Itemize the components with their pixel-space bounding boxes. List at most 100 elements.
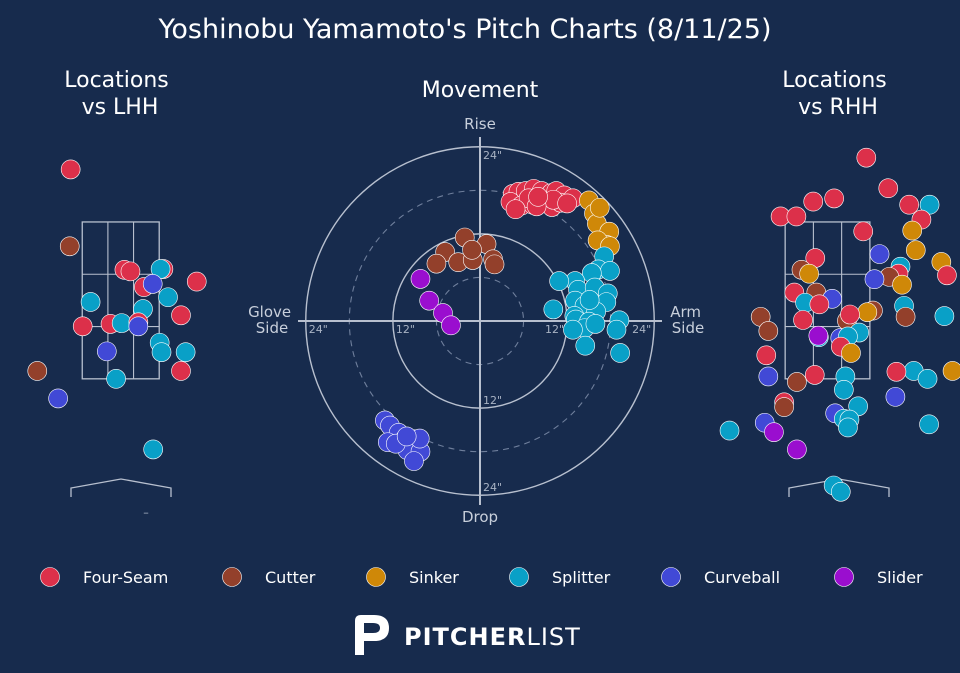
rhh-point-cutter (758, 321, 779, 341)
brand-bold: PITCHER (404, 623, 526, 651)
movement-point-splitter (549, 271, 569, 291)
lhh-point-splitter (175, 342, 196, 362)
movement-point-curveball (396, 426, 417, 447)
movement-tick-h: 24" (632, 323, 651, 336)
legend-marker-sinker (366, 567, 386, 587)
rhh-point-cutter (774, 397, 794, 417)
lhh-point-cutter (27, 361, 48, 381)
legend-label-sinker: Sinker (409, 568, 459, 587)
movement-tick-v: 24" (483, 149, 502, 162)
movement-point-splitter (606, 319, 627, 340)
rhh-title: Locations vs RHH (782, 68, 894, 120)
movement-right-line1: Arm (670, 303, 701, 321)
movement-panel: Movement Rise Drop Glove Side Arm Side 2… (248, 78, 704, 526)
lhh-point-curveball (97, 341, 117, 362)
movement-point-cutter (426, 253, 447, 274)
lhh-point-splitter (143, 439, 163, 460)
rhh-point-slider (787, 439, 807, 460)
lhh-plate-outline (70, 478, 172, 497)
rhh-point-slider (808, 325, 829, 346)
movement-point-four-seam (557, 193, 577, 214)
rhh-point-four-seam (853, 221, 874, 242)
lhh-title: Locations vs LHH (64, 68, 176, 120)
lhh-points (27, 159, 207, 460)
movement-points (375, 179, 630, 471)
rhh-point-splitter (934, 306, 955, 326)
lhh-point-four-seam (186, 271, 207, 292)
legend-item-curveball: Curveball (661, 567, 780, 587)
pitcherlist-p-icon (355, 615, 389, 655)
rhh-point-splitter (830, 481, 851, 502)
movement-point-slider (410, 269, 431, 289)
pitcherlist-logo: PITCHERLIST (355, 615, 581, 655)
rhh-point-splitter (917, 369, 938, 389)
rhh-point-sinker (902, 220, 923, 241)
lhh-point-four-seam (120, 261, 141, 282)
pitcherlist-wordmark: PITCHERLIST (404, 623, 581, 651)
movement-point-splitter (579, 290, 600, 310)
rhh-title-line2: vs RHH (798, 95, 878, 120)
movement-point-curveball (404, 451, 424, 471)
lhh-title-line1: Locations (64, 68, 169, 93)
movement-point-slider (419, 290, 439, 311)
rhh-point-sinker (942, 361, 960, 381)
rhh-point-splitter (919, 414, 939, 435)
movement-tick-v: 24" (483, 481, 502, 494)
movement-left-line1: Glove (248, 303, 291, 321)
rhh-point-splitter (834, 380, 854, 400)
legend-item-cutter: Cutter (222, 567, 316, 587)
rhh-point-four-seam (899, 194, 919, 215)
figure-title: Yoshinobu Yamamoto's Pitch Charts (8/11/… (157, 14, 771, 45)
movement-point-cutter (484, 254, 505, 275)
legend-label-splitter: Splitter (552, 568, 611, 587)
legend-label-slider: Slider (877, 568, 923, 587)
rhh-point-curveball (869, 244, 890, 264)
movement-point-splitter (610, 343, 630, 363)
movement-grid (298, 137, 662, 505)
rhh-point-slider (764, 422, 784, 442)
rhh-point-cutter (895, 307, 916, 327)
movement-tick-v: 12" (483, 394, 502, 407)
lhh-point-four-seam (60, 159, 81, 180)
lhh-point-curveball (128, 316, 149, 337)
movement-right-line2: Side (672, 319, 704, 337)
lhh-plate-marker: – (143, 506, 149, 519)
movement-point-splitter (543, 299, 564, 320)
movement-left-label: Glove Side (248, 303, 296, 337)
lhh-point-splitter (111, 313, 132, 333)
rhh-point-sinker (906, 240, 926, 260)
legend-marker-slider (834, 567, 854, 587)
movement-point-four-seam (505, 199, 526, 219)
rhh-point-splitter (719, 420, 740, 441)
lhh-title-line2: vs LHH (82, 95, 159, 120)
movement-point-splitter (585, 314, 606, 334)
lhh-point-curveball (142, 274, 163, 294)
legend-label-cutter: Cutter (265, 568, 316, 587)
movement-title: Movement (422, 78, 539, 103)
rhh-point-splitter (838, 417, 858, 438)
movement-tick-h: 24" (309, 323, 328, 336)
movement-left-line2: Side (256, 319, 288, 337)
rhh-point-sinker (841, 343, 861, 363)
pitch-type-legend: Four-Seam Cutter Sinker Splitter Curveball Sl… (40, 567, 923, 587)
movement-point-splitter (563, 319, 583, 340)
rhh-point-four-seam (756, 345, 777, 366)
rhh-point-four-seam (803, 191, 824, 212)
lhh-point-splitter (151, 342, 172, 362)
legend-marker-splitter (509, 567, 529, 587)
rhh-zone-outline (784, 221, 871, 380)
lhh-point-four-seam (171, 305, 191, 326)
locations-vs-rhh-panel: Locations vs RHH (719, 68, 960, 502)
legend-marker-curveball (661, 567, 681, 587)
legend-label-curveball: Curveball (704, 568, 780, 587)
movement-bottom-label: Drop (462, 508, 498, 526)
legend-item-slider: Slider (834, 567, 923, 587)
movement-point-four-seam (528, 187, 548, 207)
rhh-point-four-seam (878, 178, 899, 199)
movement-tick-labels: 24" 12" 12" 24" 24" 12" 24" (309, 149, 651, 494)
legend-item-four-seam: Four-Seam (40, 567, 168, 587)
lhh-point-splitter (80, 292, 101, 312)
legend-label-four-seam: Four-Seam (83, 568, 168, 587)
legend-item-sinker: Sinker (366, 567, 459, 587)
